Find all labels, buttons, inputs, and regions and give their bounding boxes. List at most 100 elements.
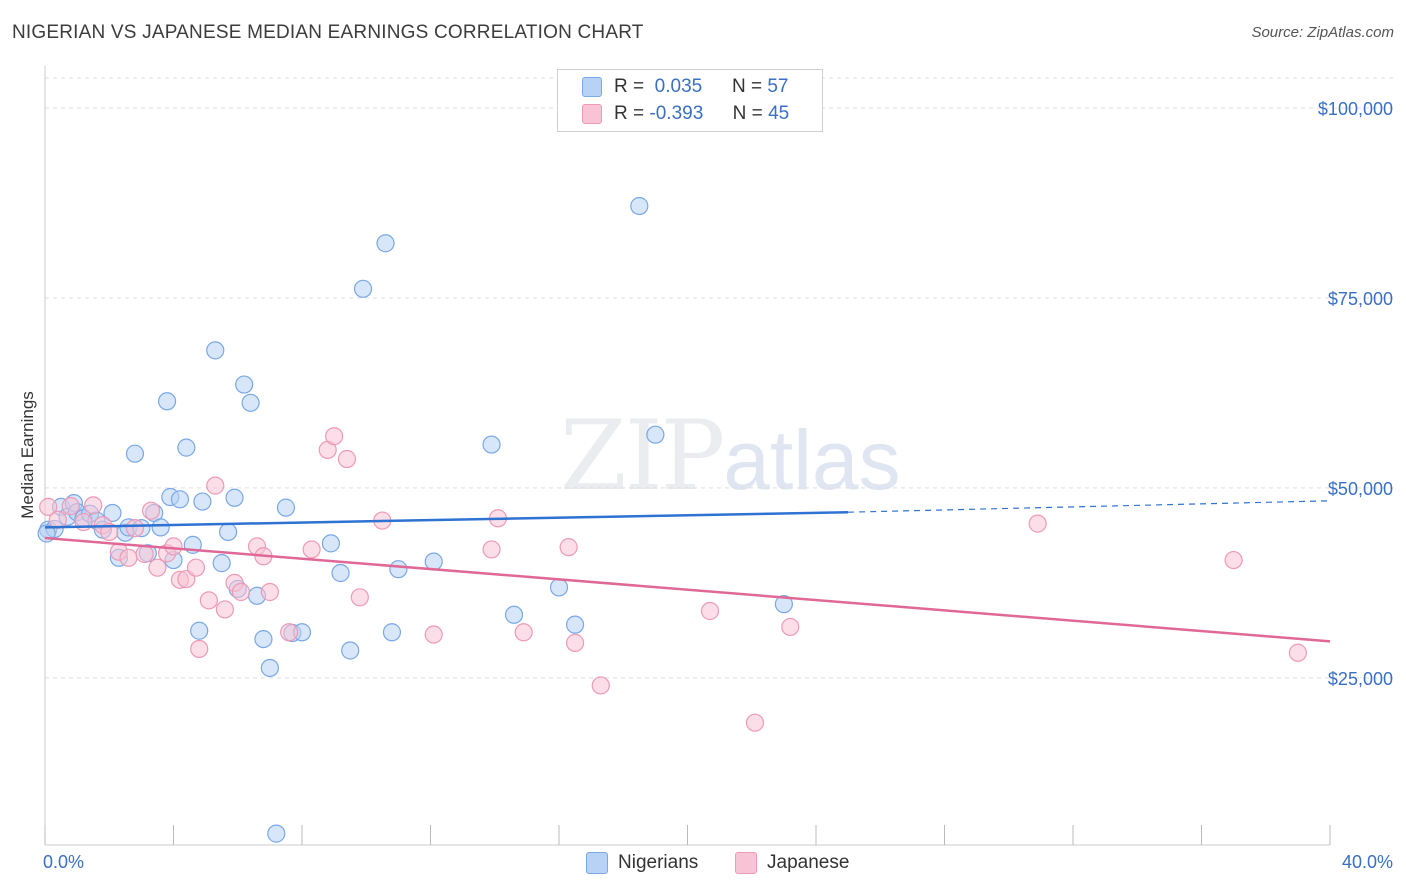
nigerian-point — [151, 518, 170, 537]
japanese-point — [190, 639, 209, 659]
legend-row-japanese: R = -0.393 N = 45 — [582, 103, 789, 129]
nigerian-point — [206, 341, 225, 360]
nigerian-point — [241, 393, 260, 412]
japanese-point — [565, 633, 585, 652]
nigerian-point — [190, 621, 209, 640]
nigerian-point — [125, 444, 145, 463]
nigerian-point — [630, 196, 649, 216]
nigerian-point — [549, 578, 569, 597]
legend-r-value: 0.035 — [654, 76, 703, 97]
japanese-point — [591, 676, 610, 695]
nigerian-point — [276, 498, 296, 517]
japanese-point — [1288, 643, 1307, 662]
japanese-point — [164, 537, 183, 556]
japanese-point — [302, 540, 321, 559]
japanese-point — [350, 588, 369, 607]
japanese-point — [206, 476, 225, 495]
legend-swatch-nigerians — [582, 77, 602, 97]
japanese-point — [424, 625, 443, 644]
x-tick-label-max: 40.0% — [1341, 852, 1393, 872]
japanese-point — [215, 600, 234, 619]
nigerian-point — [219, 522, 238, 542]
nigerian-point — [646, 425, 665, 444]
bottom-legend-swatch-nigerians — [586, 852, 608, 874]
nigerian-point — [212, 554, 231, 573]
bottom-legend-japanese: Japanese — [735, 852, 849, 874]
nigerian-point — [382, 623, 402, 642]
y-tick-label: $50,000 — [1328, 479, 1393, 499]
japanese-point — [84, 496, 103, 515]
legend-n-label: N = — [732, 103, 763, 124]
nigerian-point — [504, 605, 524, 624]
y-tick-label: $100,000 — [1318, 99, 1393, 119]
nigerian-trend-extension — [848, 500, 1331, 513]
japanese-point — [48, 510, 67, 529]
watermark: ZIPatlas — [560, 400, 901, 512]
nigerian-point — [331, 563, 350, 583]
japanese-point — [186, 558, 206, 577]
japanese-point — [119, 548, 138, 567]
nigerian-point — [482, 435, 501, 454]
nigerian-point — [389, 560, 408, 579]
source-label: Source: ZipAtlas.com — [1251, 24, 1394, 41]
nigerian-point — [193, 492, 212, 511]
japanese-point — [337, 449, 357, 469]
nigerian-point — [157, 392, 177, 411]
japanese-point — [514, 623, 533, 642]
watermark-zip: ZIP — [560, 400, 725, 512]
legend-r-value: -0.393 — [649, 103, 704, 124]
japanese-point — [141, 501, 161, 520]
nigerian-point — [321, 534, 341, 553]
nigerian-trend-line — [44, 510, 849, 529]
bottom-legend-swatch-japanese — [735, 852, 757, 874]
nigerian-point — [225, 488, 244, 507]
nigerian-point — [565, 615, 585, 634]
bottom-legend-label: Japanese — [767, 852, 850, 873]
nigerian-point — [260, 658, 279, 678]
legend-r-label: R = — [614, 76, 645, 97]
japanese-point — [100, 522, 119, 542]
bottom-legend-label: Nigerians — [618, 852, 699, 873]
nigerian-point — [235, 375, 254, 394]
trend-lines — [44, 500, 1331, 643]
axes — [44, 66, 1331, 846]
nigerian-point — [177, 438, 196, 457]
legend-swatch-japanese — [582, 104, 602, 124]
y-tick-labels: $25,000 $50,000 $75,000 $100,000 — [1318, 99, 1393, 689]
nigerian-point — [170, 490, 190, 509]
japanese-point — [39, 497, 58, 516]
legend-r-label: R = — [614, 103, 645, 124]
y-tick-label: $25,000 — [1328, 669, 1393, 689]
japanese-point — [700, 601, 720, 621]
japanese-point — [745, 713, 765, 732]
x-tick-label-min: 0.0% — [43, 852, 85, 872]
legend-row-nigerians: R = 0.035 N = 57 — [582, 76, 788, 102]
japanese-point — [280, 623, 299, 642]
watermark-atlas: atlas — [723, 413, 901, 507]
nigerian-point — [254, 629, 273, 649]
stats-legend: R = 0.035 N = 57 R = -0.393 N = 45 — [557, 69, 823, 132]
japanese-point — [1224, 550, 1243, 570]
chart-title: NIGERIAN VS JAPANESE MEDIAN EARNINGS COR… — [12, 22, 644, 43]
japanese-point — [61, 497, 80, 516]
nigerian-point — [341, 641, 360, 660]
nigerian-point — [424, 552, 443, 571]
japanese-point — [135, 544, 154, 564]
japanese-point — [148, 558, 167, 577]
legend-n-label: N = — [731, 76, 763, 97]
japanese-point — [231, 582, 251, 602]
nigerian-point — [774, 595, 793, 614]
japanese-point — [559, 538, 578, 557]
japanese-point — [1028, 514, 1047, 533]
japanese-points — [39, 427, 1307, 732]
legend-n-value: 45 — [768, 103, 790, 124]
legend-n-value: 57 — [767, 76, 789, 97]
y-tick-label: $75,000 — [1328, 289, 1393, 309]
japanese-trend-line — [44, 536, 1331, 643]
nigerian-point — [267, 824, 286, 843]
japanese-point — [482, 540, 501, 559]
nigerian-point — [103, 503, 122, 523]
bottom-legend-nigerians: Nigerians — [586, 852, 698, 874]
japanese-point — [781, 617, 800, 637]
